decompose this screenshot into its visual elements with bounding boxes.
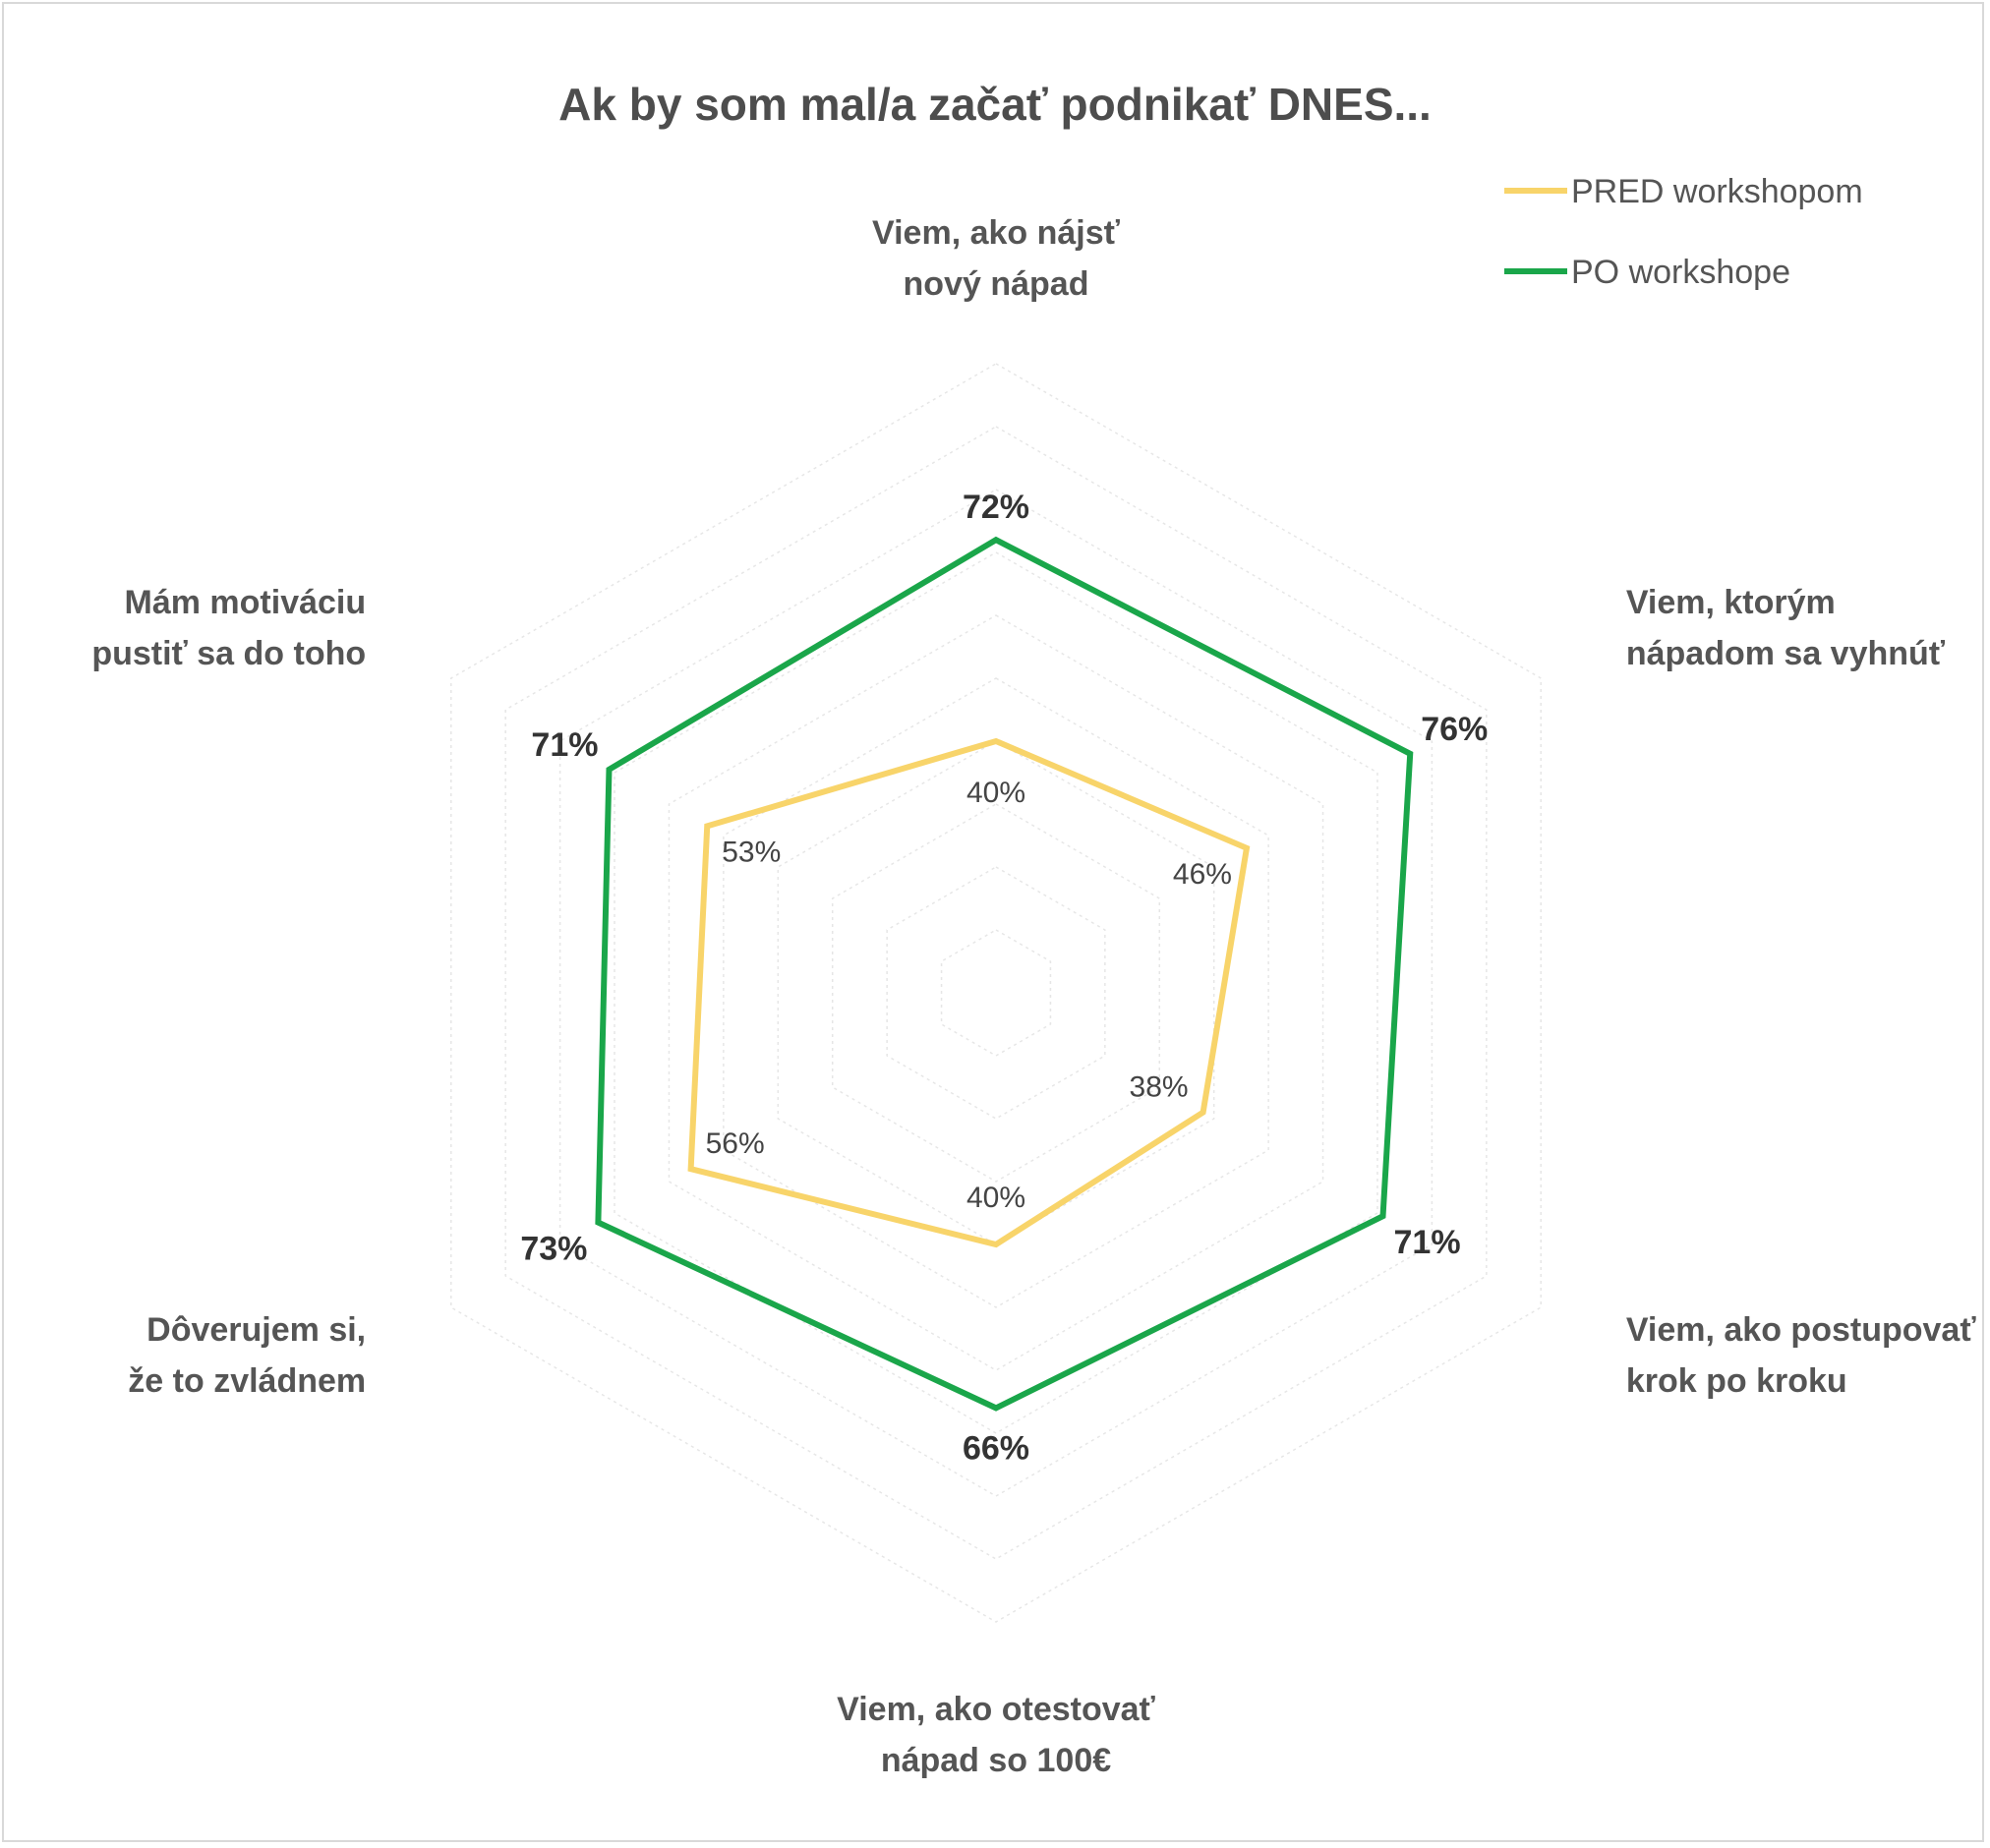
value-label-pred-2: 46% (1173, 858, 1232, 891)
grid-ring-6 (668, 614, 1324, 1371)
axis-label-line: že to zvládnem (128, 1362, 366, 1400)
value-label-pred-1: 40% (966, 777, 1025, 809)
value-label-po-3: 71% (1394, 1224, 1461, 1261)
axis-label-1: Viem, ako nájsť nový nápad (872, 214, 1121, 303)
axis-label-line: Dôverujem si, (146, 1311, 366, 1349)
value-label-po-6: 71% (531, 726, 598, 764)
axis-label-line: nápad so 100€ (881, 1742, 1111, 1779)
legend-label-po: PO workshope (1571, 254, 1790, 291)
value-labels: 40% 46% 38% 40% 56% 53% 72% 76% 71% 66% 73% 71% (520, 489, 1488, 1467)
grid-ring-10 (449, 363, 1543, 1623)
axis-label-line: Viem, ako postupovať (1626, 1311, 1976, 1349)
series-line-pred (687, 737, 1251, 1248)
axis-label-line: nápadom sa vyhnúť (1626, 635, 1946, 672)
grid-ring-9 (504, 426, 1488, 1560)
radar-grid (449, 363, 1543, 1623)
series-line-po (595, 536, 1414, 1412)
axis-label-line: Viem, ktorým (1626, 584, 1836, 621)
value-label-po-4: 66% (963, 1429, 1029, 1467)
axis-label-line: krok po kroku (1626, 1362, 1847, 1400)
axis-label-2: Viem, ktorým nápadom sa vyhnúť (1626, 584, 1946, 672)
value-label-pred-5: 56% (706, 1127, 765, 1160)
axis-label-4: Viem, ako otestovať nápad so 100€ (837, 1691, 1155, 1779)
grid-ring-5 (723, 677, 1269, 1308)
axis-label-line: nový nápad (904, 265, 1089, 303)
chart-title: Ak by som mal/a začať podnikať DNES... (558, 79, 1432, 130)
value-label-pred-4: 40% (966, 1182, 1025, 1214)
axis-label-line: Viem, ako nájsť (872, 214, 1121, 252)
axis-label-line: pustiť sa do toho (91, 635, 366, 672)
grid-ring-1 (940, 929, 1052, 1057)
radar-series (595, 536, 1414, 1412)
grid-ring-2 (886, 866, 1106, 1120)
axis-label-6: Mám motiváciu pustiť sa do toho (91, 584, 366, 672)
axis-label-line: Viem, ako otestovať (837, 1691, 1155, 1728)
axis-label-3: Viem, ako postupovať krok po kroku (1626, 1311, 1976, 1400)
axis-labels: Viem, ako nájsť nový nápad Viem, ktorým náp… (91, 214, 1976, 1779)
value-label-po-5: 73% (520, 1231, 587, 1268)
value-label-po-1: 72% (963, 489, 1029, 526)
legend-label-pred: PRED workshopom (1571, 173, 1863, 210)
grid-ring-8 (558, 489, 1434, 1497)
value-label-po-2: 76% (1421, 711, 1488, 748)
grid-ring-4 (777, 740, 1215, 1245)
value-label-pred-6: 53% (722, 836, 781, 868)
axis-label-5: Dôverujem si, že to zvládnem (128, 1311, 366, 1400)
axis-label-line: Mám motiváciu (125, 584, 367, 621)
grid-ring-7 (614, 551, 1378, 1434)
value-label-pred-3: 38% (1130, 1071, 1189, 1104)
grid-ring-3 (831, 803, 1161, 1183)
legend: PRED workshopom PO workshope (1504, 173, 1863, 291)
